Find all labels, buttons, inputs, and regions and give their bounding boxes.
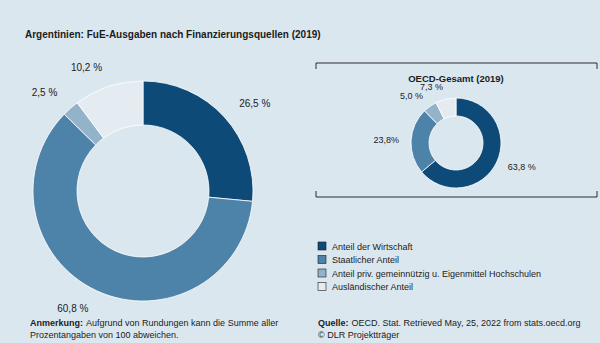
- oecd-frame: [316, 63, 597, 197]
- data-label: 23,8%: [374, 135, 400, 145]
- slice: [143, 81, 253, 201]
- legend: Anteil der Wirtschaft Staatlicher Anteil A…: [318, 242, 541, 293]
- donut-0: [33, 81, 253, 301]
- frame-line: [316, 63, 317, 69]
- data-label: 60,8 %: [57, 303, 88, 314]
- data-label: 63,8 %: [508, 162, 536, 172]
- footnote-text: OECD. Stat. Retrieved May, 25, 2022 from…: [352, 318, 581, 328]
- frame-line: [316, 63, 597, 64]
- footnote: Anmerkung:Aufgrund von Rundungen kann di…: [30, 318, 278, 328]
- footnote-text: Prozentangaben von 100 abweichen.: [30, 330, 179, 340]
- legend-swatch: [318, 242, 326, 250]
- data-label: 10,2 %: [71, 62, 102, 73]
- donut-1: [411, 98, 501, 188]
- chart-title: Argentinien: FuE-Ausgaben nach Finanzier…: [25, 29, 321, 40]
- slice: [436, 98, 456, 119]
- legend-label: Anteil priv. gemeinnützig u. Eigenmittel…: [332, 269, 541, 279]
- footnote: Quelle:OECD. Stat. Retrieved May, 25, 20…: [318, 318, 580, 328]
- legend-swatch: [318, 283, 326, 291]
- legend-swatch: [318, 269, 326, 277]
- footnote-text: Aufgrund von Rundungen kann die Summe al…: [86, 318, 278, 328]
- footnote-text: © DLR Projektträger: [318, 330, 399, 340]
- slice: [33, 114, 253, 301]
- slice: [77, 81, 143, 138]
- slice: [422, 98, 501, 188]
- frame-line: [316, 197, 597, 198]
- data-label: 7,3 %: [420, 82, 443, 92]
- chart-canvas: Argentinien: FuE-Ausgaben nach Finanzier…: [0, 0, 600, 343]
- legend-label: Anteil der Wirtschaft: [332, 242, 413, 252]
- legend-swatch: [318, 256, 326, 264]
- frame-line: [316, 191, 317, 197]
- data-label: 5,0 %: [400, 91, 423, 101]
- data-label: 2,5 %: [32, 87, 58, 98]
- frame-line: [597, 63, 598, 69]
- data-label: 26,5 %: [239, 98, 270, 109]
- frame-line: [597, 191, 598, 197]
- legend-label: Ausländischer Anteil: [332, 282, 413, 292]
- footnote-label: Anmerkung:: [30, 318, 83, 328]
- legend-label: Staatlicher Anteil: [332, 255, 399, 265]
- footnote-label: Quelle:: [318, 318, 349, 328]
